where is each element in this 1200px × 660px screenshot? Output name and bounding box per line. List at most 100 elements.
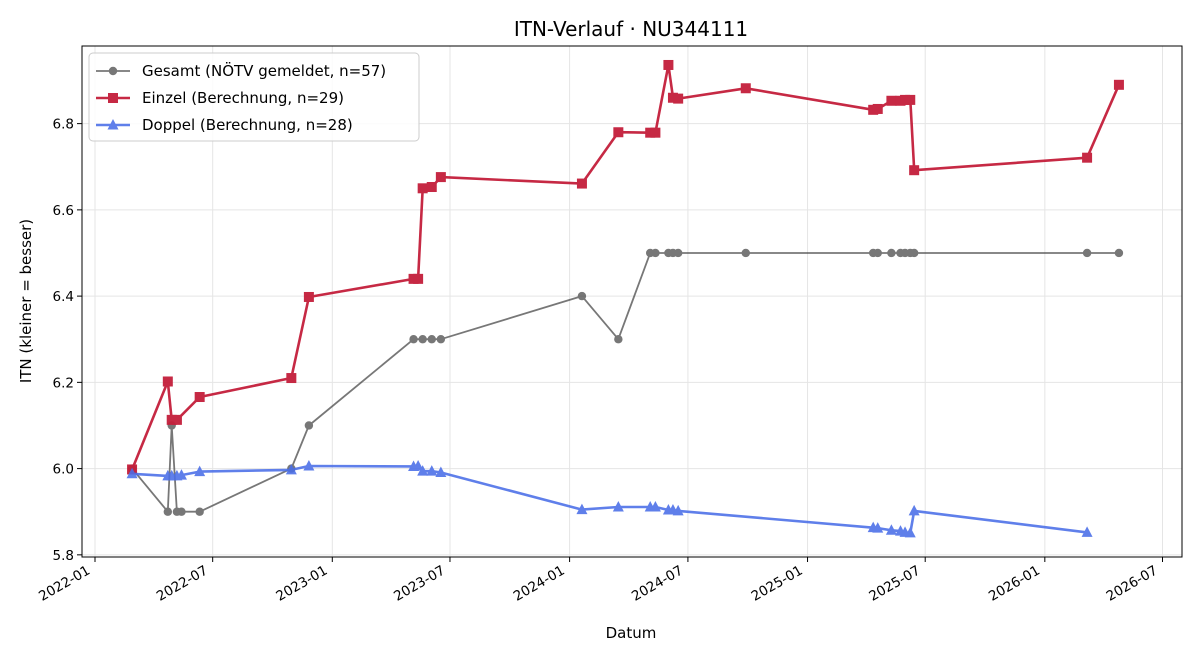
data-point bbox=[194, 465, 206, 477]
data-point bbox=[171, 414, 182, 425]
chart-title: ITN-Verlauf · NU344111 bbox=[514, 17, 748, 41]
data-point bbox=[1114, 248, 1124, 258]
x-tick-label: 2022-07 bbox=[154, 563, 211, 605]
data-point bbox=[663, 59, 674, 70]
y-tick-label: 6.2 bbox=[53, 375, 74, 391]
data-point bbox=[904, 526, 916, 538]
legend-label: Gesamt (NÖTV gemeldet, n=57) bbox=[142, 61, 386, 80]
data-point bbox=[741, 248, 750, 258]
data-point bbox=[162, 376, 173, 387]
data-point bbox=[435, 466, 447, 477]
data-point bbox=[413, 273, 424, 284]
data-point bbox=[285, 463, 297, 475]
data-point bbox=[1082, 152, 1093, 163]
data-point bbox=[1081, 526, 1093, 537]
data-point bbox=[649, 500, 661, 512]
data-point bbox=[886, 95, 897, 106]
y-tick-label: 6.6 bbox=[53, 203, 74, 219]
data-point bbox=[409, 335, 418, 344]
data-point bbox=[673, 248, 683, 258]
legend-marker bbox=[108, 93, 118, 103]
data-point bbox=[126, 467, 138, 479]
legend: Gesamt (NÖTV gemeldet, n=57) Einzel (Bere… bbox=[88, 52, 420, 142]
data-point bbox=[887, 248, 896, 258]
legend-swatch bbox=[96, 119, 130, 130]
data-point bbox=[612, 500, 624, 512]
x-tick-label: 2024-01 bbox=[511, 563, 568, 605]
data-point bbox=[885, 524, 897, 535]
y-tick-label: 6.0 bbox=[53, 462, 74, 478]
data-point bbox=[613, 127, 624, 138]
data-point bbox=[900, 94, 911, 105]
data-point bbox=[177, 507, 186, 516]
data-point bbox=[672, 504, 684, 516]
data-point bbox=[286, 373, 297, 384]
data-point bbox=[872, 522, 884, 533]
x-tick-label: 2025-01 bbox=[749, 563, 806, 605]
data-point bbox=[909, 165, 920, 176]
grid-lines bbox=[82, 46, 1182, 557]
data-point bbox=[614, 335, 623, 344]
y-tick-label: 6.4 bbox=[53, 289, 74, 305]
series-line bbox=[132, 464, 1088, 535]
x-tick-label: 2024-07 bbox=[629, 563, 686, 605]
legend-swatch bbox=[96, 93, 130, 103]
data-point bbox=[577, 291, 587, 301]
x-tick-label: 2023-01 bbox=[273, 563, 330, 605]
data-point bbox=[576, 178, 587, 189]
data-point bbox=[426, 182, 437, 193]
x-tick-label: 2025-07 bbox=[866, 563, 923, 605]
data-point bbox=[412, 460, 424, 471]
data-point bbox=[873, 248, 882, 258]
x-axis: 2022-01 2022-07 2023-01 2023-07 2024-01 2024-… bbox=[36, 557, 1163, 605]
data-point bbox=[163, 507, 173, 516]
data-point bbox=[905, 94, 916, 105]
data-point bbox=[667, 92, 678, 103]
y-axis-label: ITN (kleiner = besser) bbox=[17, 219, 35, 383]
data-point bbox=[650, 127, 661, 138]
y-tick-label: 5.8 bbox=[53, 548, 74, 564]
legend-marker bbox=[107, 119, 119, 130]
legend-swatch bbox=[96, 66, 130, 76]
data-point bbox=[909, 248, 919, 258]
data-point bbox=[740, 83, 751, 94]
data-point bbox=[426, 465, 438, 476]
data-point bbox=[872, 103, 883, 114]
data-point bbox=[645, 127, 656, 138]
data-point bbox=[651, 248, 660, 258]
x-tick-label: 2023-07 bbox=[391, 563, 448, 605]
series-circle bbox=[127, 248, 1124, 516]
data-point bbox=[166, 414, 177, 425]
data-point bbox=[1082, 248, 1092, 258]
x-tick-label: 2026-07 bbox=[1104, 563, 1161, 605]
legend-marker bbox=[108, 66, 118, 76]
data-point bbox=[435, 172, 446, 183]
data-point bbox=[175, 469, 187, 480]
data-point bbox=[194, 392, 205, 403]
legend-box bbox=[88, 52, 420, 142]
y-axis: 5.8 6.0 6.2 6.4 6.6 6.8 bbox=[53, 117, 82, 564]
data-point bbox=[673, 93, 684, 104]
data-point bbox=[303, 291, 314, 302]
series-square bbox=[127, 59, 1124, 475]
data-point bbox=[304, 421, 314, 430]
plot-frame bbox=[81, 45, 1183, 558]
data-point bbox=[427, 335, 436, 344]
legend-label: Doppel (Berechnung, n=28) bbox=[142, 116, 353, 134]
legend-label: Einzel (Berechnung, n=29) bbox=[142, 89, 344, 107]
data-point bbox=[417, 183, 428, 194]
data-point bbox=[908, 504, 920, 516]
data-point bbox=[418, 335, 427, 344]
series-triangle bbox=[126, 460, 1093, 538]
data-point bbox=[303, 460, 315, 471]
x-tick-label: 2022-01 bbox=[36, 563, 93, 605]
data-point bbox=[195, 507, 204, 516]
data-point bbox=[436, 335, 446, 344]
x-tick-label: 2026-01 bbox=[986, 563, 1043, 605]
data-point bbox=[417, 465, 429, 476]
x-axis-label: Datum bbox=[606, 624, 657, 642]
data-point bbox=[576, 503, 588, 515]
y-tick-label: 6.8 bbox=[53, 117, 74, 133]
series-layer bbox=[126, 59, 1124, 538]
